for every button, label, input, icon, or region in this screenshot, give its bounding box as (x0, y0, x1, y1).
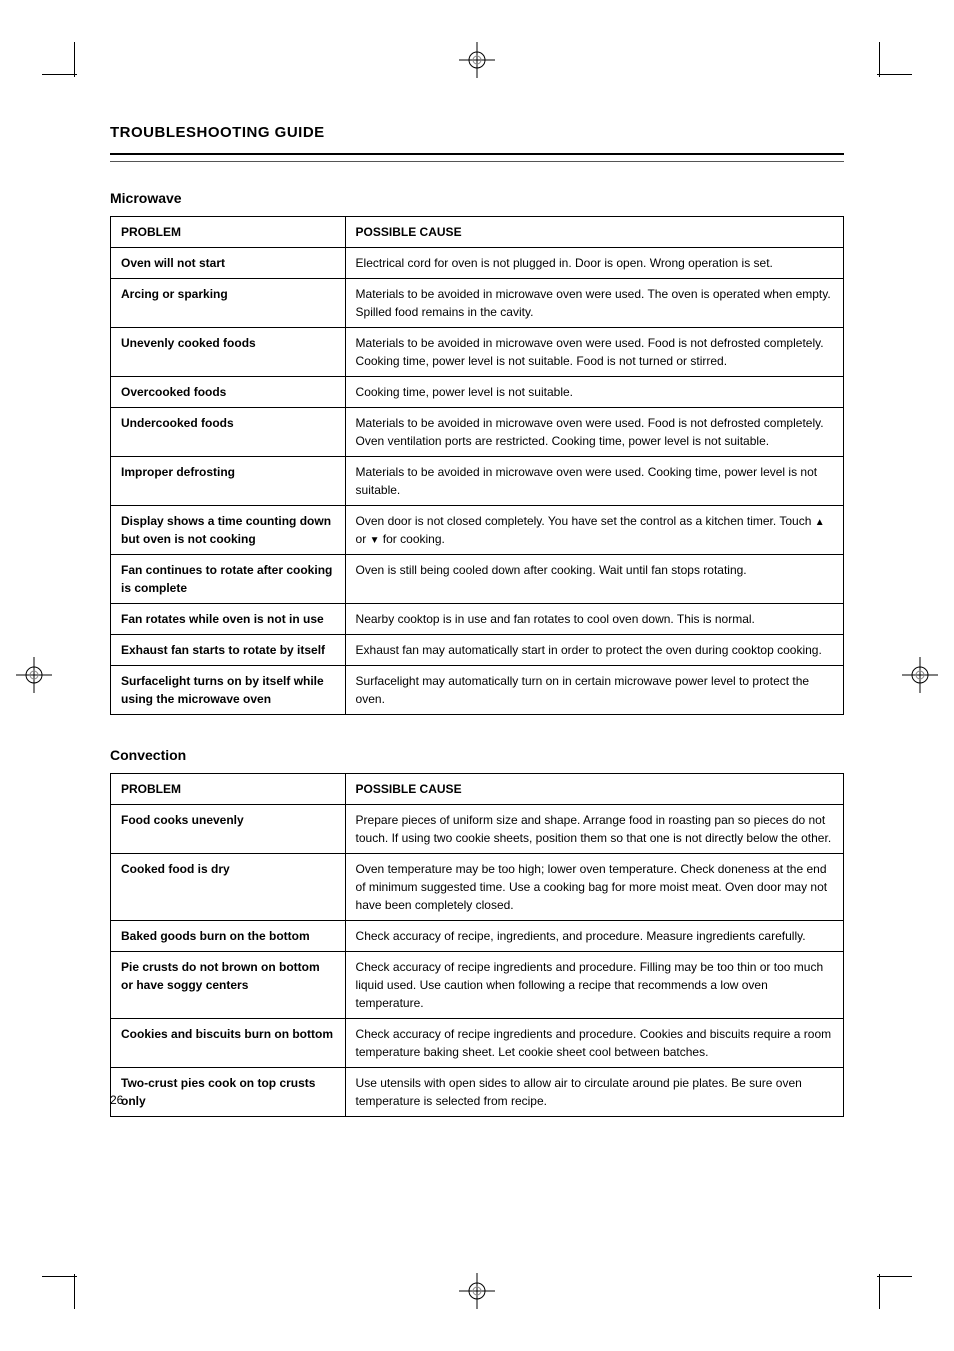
cause-cell: Electrical cord for oven is not plugged … (345, 248, 843, 279)
table-row: Surfacelight turns on by itself while us… (111, 666, 844, 715)
table-header-problem: PROBLEM (111, 217, 346, 248)
table-header-cause: POSSIBLE CAUSE (345, 217, 843, 248)
table-row: Unevenly cooked foodsMaterials to be avo… (111, 328, 844, 377)
table-row: Cooked food is dryOven temperature may b… (111, 854, 844, 921)
section-label-microwave: Microwave (110, 190, 844, 206)
header-line: TROUBLESHOOTING GUIDE (110, 124, 844, 155)
triangle-up-icon (815, 514, 825, 528)
cause-cell: Check accuracy of recipe ingredients and… (345, 1019, 843, 1068)
table-header-cause: POSSIBLE CAUSE (345, 774, 843, 805)
crop-mark (879, 42, 880, 77)
crop-mark (74, 42, 75, 77)
problem-cell: Unevenly cooked foods (111, 328, 346, 377)
microwave-table: PROBLEM POSSIBLE CAUSE Oven will not sta… (110, 216, 844, 715)
cause-cell: Materials to be avoided in microwave ove… (345, 408, 843, 457)
crop-mark (879, 1274, 880, 1309)
problem-cell: Exhaust fan starts to rotate by itself (111, 635, 346, 666)
registration-mark-icon (459, 1273, 495, 1309)
table-row: Undercooked foodsMaterials to be avoided… (111, 408, 844, 457)
cause-cell: Materials to be avoided in microwave ove… (345, 328, 843, 377)
cause-cell: Materials to be avoided in microwave ove… (345, 457, 843, 506)
cause-cell: Use utensils with open sides to allow ai… (345, 1068, 843, 1117)
table-header-problem: PROBLEM (111, 774, 346, 805)
cause-cell: Cooking time, power level is not suitabl… (345, 377, 843, 408)
table-row: Fan rotates while oven is not in useNear… (111, 604, 844, 635)
table-row: Two-crust pies cook on top crusts onlyUs… (111, 1068, 844, 1117)
convection-table: PROBLEM POSSIBLE CAUSE Food cooks uneven… (110, 773, 844, 1117)
registration-mark-icon (16, 657, 52, 693)
problem-cell: Fan rotates while oven is not in use (111, 604, 346, 635)
problem-cell: Cookies and biscuits burn on bottom (111, 1019, 346, 1068)
cause-cell: Nearby cooktop is in use and fan rotates… (345, 604, 843, 635)
cause-cell: Oven is still being cooled down after co… (345, 555, 843, 604)
table-row: Arcing or sparkingMaterials to be avoide… (111, 279, 844, 328)
problem-cell: Surfacelight turns on by itself while us… (111, 666, 346, 715)
cause-cell: Oven temperature may be too high; lower … (345, 854, 843, 921)
table-row: Baked goods burn on the bottomCheck accu… (111, 921, 844, 952)
table-row: Oven will not startElectrical cord for o… (111, 248, 844, 279)
problem-cell: Baked goods burn on the bottom (111, 921, 346, 952)
cause-cell: Surfacelight may automatically turn on i… (345, 666, 843, 715)
problem-cell: Improper defrosting (111, 457, 346, 506)
page-number: 26 (110, 1093, 123, 1107)
problem-cell: Cooked food is dry (111, 854, 346, 921)
cause-cell: Materials to be avoided in microwave ove… (345, 279, 843, 328)
registration-mark-icon (459, 42, 495, 78)
triangle-down-icon (370, 532, 380, 546)
cause-cell: Check accuracy of recipe, ingredients, a… (345, 921, 843, 952)
registration-mark-icon (902, 657, 938, 693)
table-row: Fan continues to rotate after cooking is… (111, 555, 844, 604)
problem-cell: Undercooked foods (111, 408, 346, 457)
page-title: TROUBLESHOOTING GUIDE (110, 124, 844, 141)
cause-cell: Oven door is not closed completely. You … (345, 506, 843, 555)
problem-cell: Overcooked foods (111, 377, 346, 408)
table-row: Pie crusts do not brown on bottom or hav… (111, 952, 844, 1019)
crop-mark (42, 1276, 77, 1277)
problem-cell: Arcing or sparking (111, 279, 346, 328)
cause-cell: Prepare pieces of uniform size and shape… (345, 805, 843, 854)
header-thin-line (110, 161, 844, 162)
table-row: Food cooks unevenlyPrepare pieces of uni… (111, 805, 844, 854)
cause-cell: Check accuracy of recipe ingredients and… (345, 952, 843, 1019)
section-label-convection: Convection (110, 747, 844, 763)
crop-mark (877, 74, 912, 75)
problem-cell: Pie crusts do not brown on bottom or hav… (111, 952, 346, 1019)
table-row: Overcooked foodsCooking time, power leve… (111, 377, 844, 408)
table-row: Display shows a time counting down but o… (111, 506, 844, 555)
problem-cell: Two-crust pies cook on top crusts only (111, 1068, 346, 1117)
page-content: TROUBLESHOOTING GUIDE Microwave PROBLEM … (110, 124, 844, 1149)
table-row: Cookies and biscuits burn on bottomCheck… (111, 1019, 844, 1068)
table-row: Improper defrostingMaterials to be avoid… (111, 457, 844, 506)
crop-mark (74, 1274, 75, 1309)
table-row: Exhaust fan starts to rotate by itselfEx… (111, 635, 844, 666)
cause-cell: Exhaust fan may automatically start in o… (345, 635, 843, 666)
problem-cell: Food cooks unevenly (111, 805, 346, 854)
crop-mark (42, 74, 77, 75)
problem-cell: Display shows a time counting down but o… (111, 506, 346, 555)
problem-cell: Oven will not start (111, 248, 346, 279)
crop-mark (877, 1276, 912, 1277)
problem-cell: Fan continues to rotate after cooking is… (111, 555, 346, 604)
